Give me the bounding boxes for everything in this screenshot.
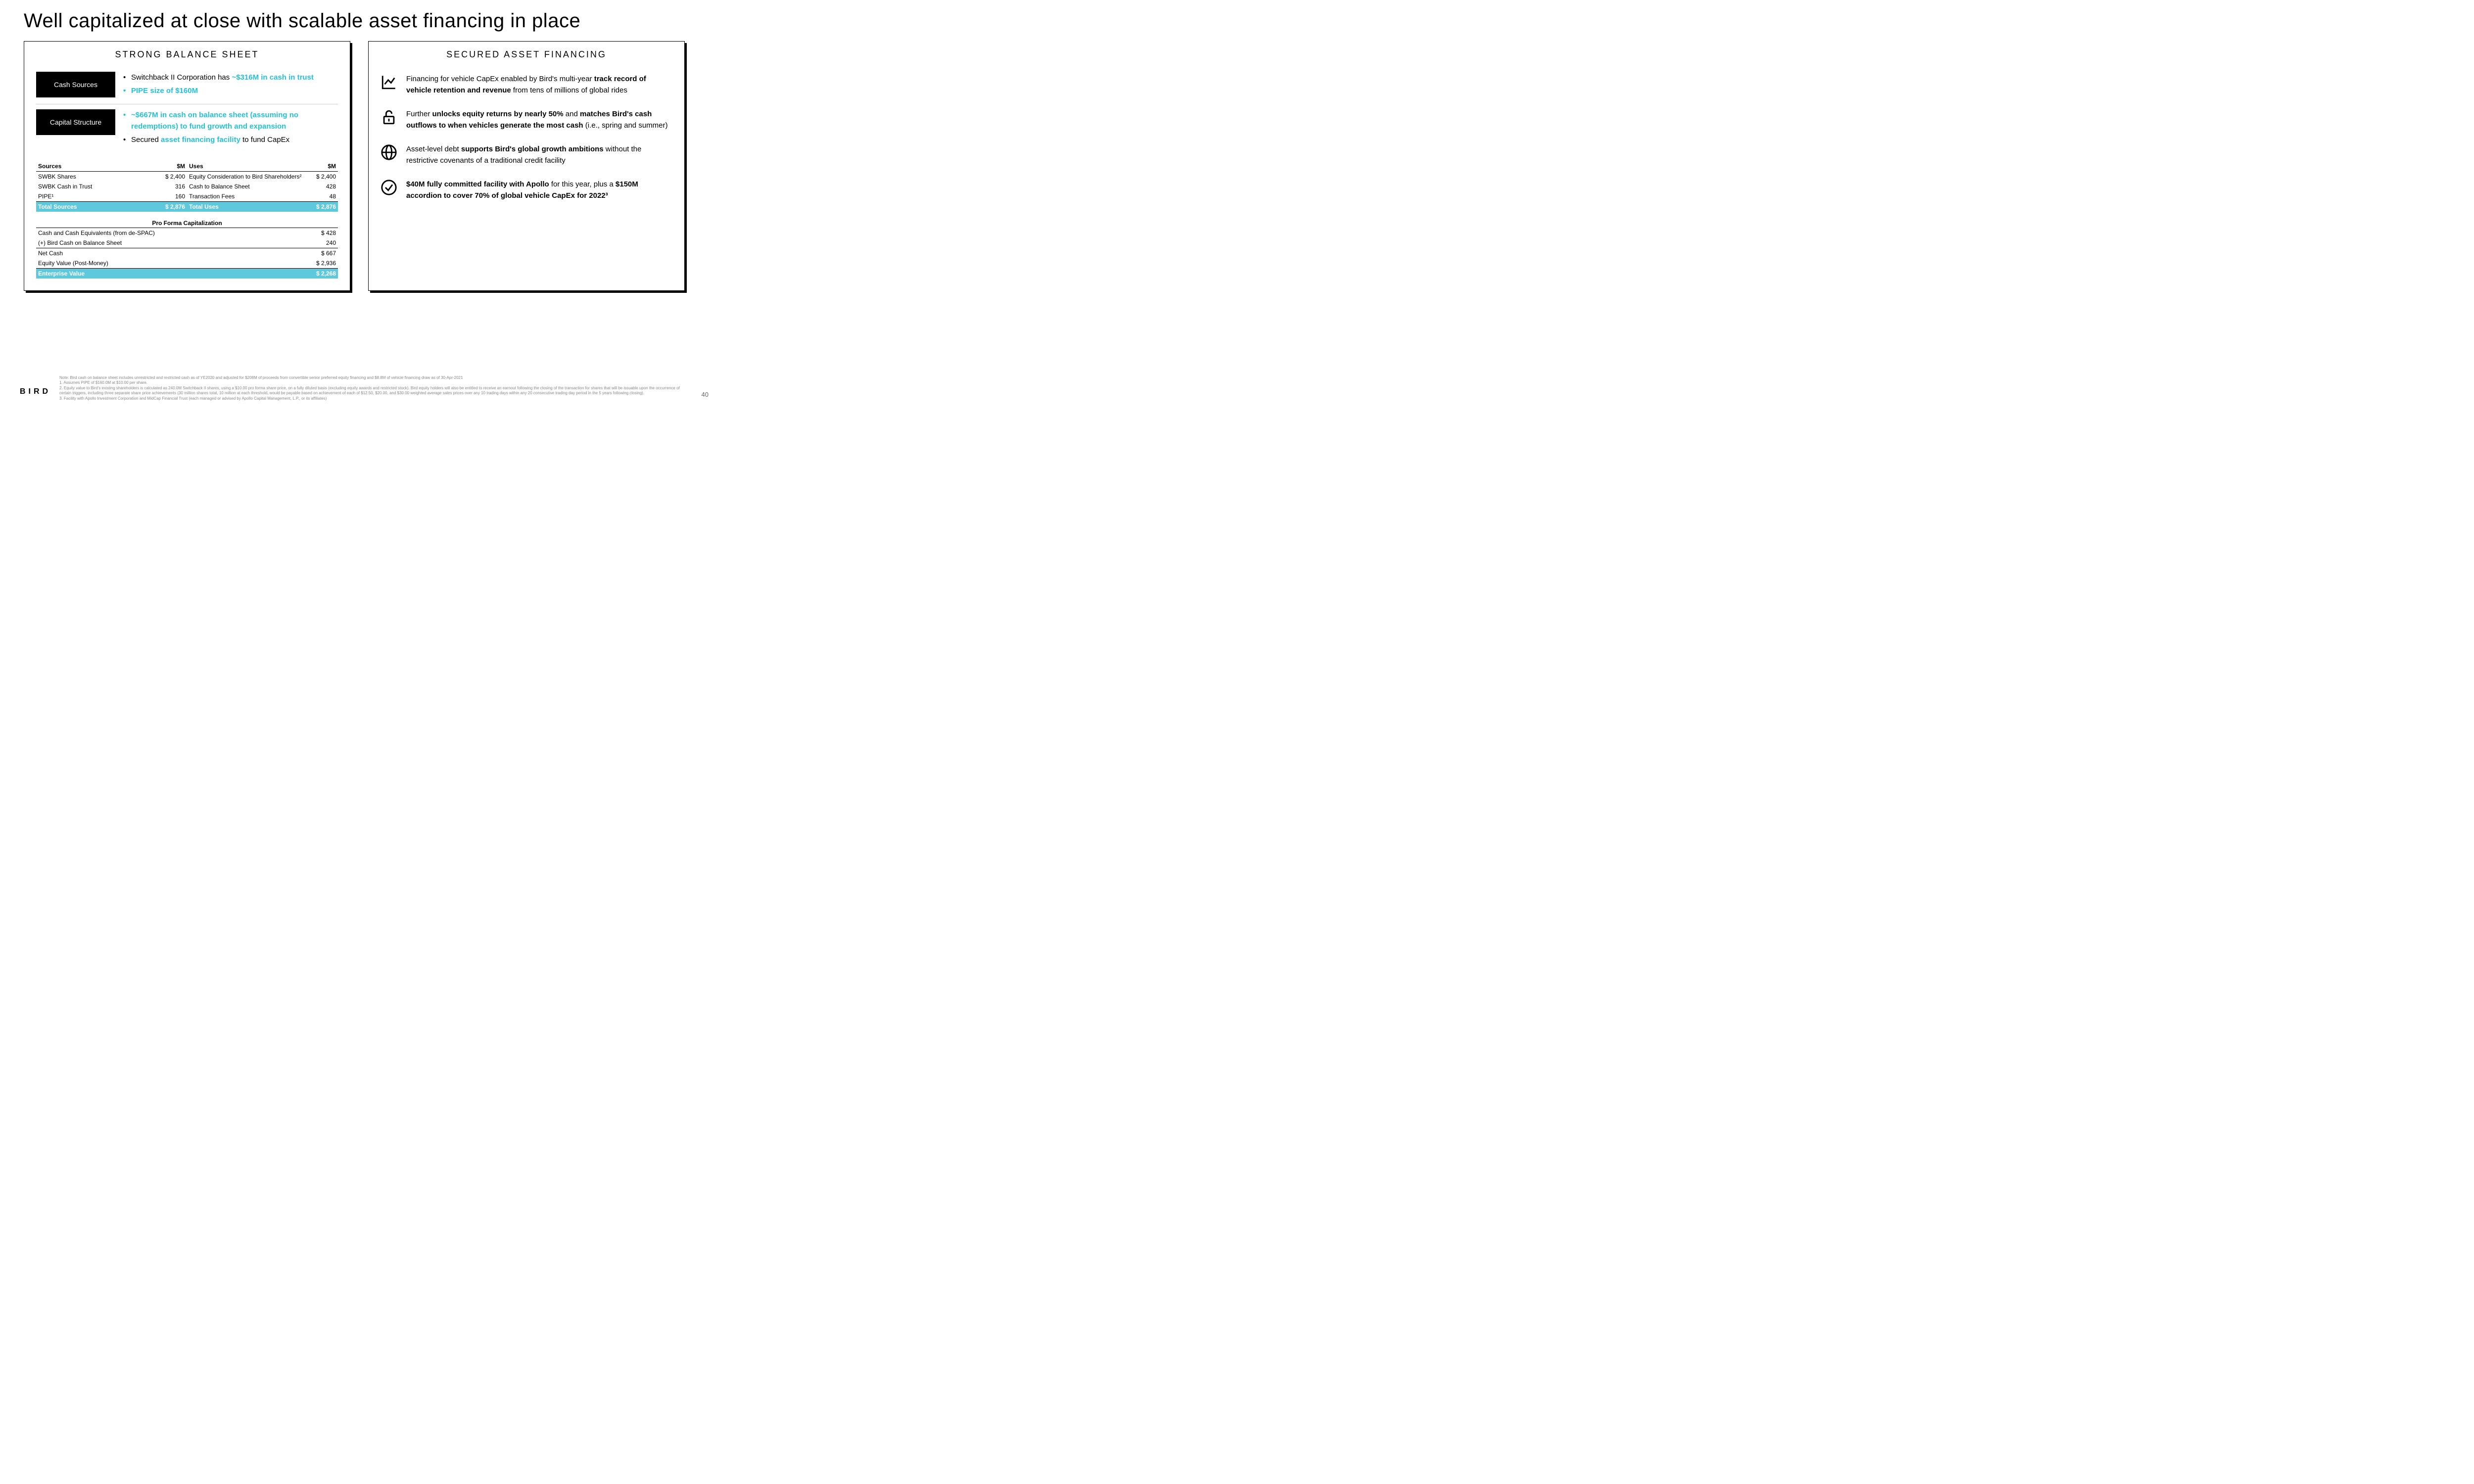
panel-asset-financing: SECURED ASSET FINANCING Financing for ve… [368,41,685,291]
table-row: SWBK Shares$ 2,400 [36,172,187,182]
uses-table: Uses $M Equity Consideration to Bird Sha… [187,161,338,212]
feature-text: $40M fully committed facility with Apoll… [406,179,672,201]
th-uses: Uses [187,161,312,172]
cap-table: Cash and Cash Equivalents (from de-SPAC)… [36,228,338,278]
globe-icon [381,144,397,163]
table-row: Net Cash$ 667 [36,248,338,259]
bullet-item: ~$667M in cash on balance sheet (assumin… [123,109,338,133]
bullet-item: Secured asset financing facility to fund… [123,134,338,145]
block-tag: Cash Sources [36,72,115,97]
unlock-icon [381,109,397,128]
page-number: 40 [702,391,709,398]
feature-item: Financing for vehicle CapEx enabled by B… [381,74,672,96]
table-row: Equity Consideration to Bird Shareholder… [187,172,338,182]
feature-text: Further unlocks equity returns by nearly… [406,109,672,131]
th-uses-unit: $M [312,161,338,172]
table-total-row: Total Uses$ 2,876 [187,202,338,212]
table-row: Cash and Cash Equivalents (from de-SPAC)… [36,228,338,238]
table-row: Transaction Fees48 [187,191,338,202]
th-sources: Sources [36,161,143,172]
brand-logo: BIRD [20,387,51,396]
table-row: Equity Value (Post-Money)$ 2,936 [36,258,338,269]
panel-balance-sheet: STRONG BALANCE SHEET Cash Sources Switchb… [24,41,350,291]
feature-item: Asset-level debt supports Bird's global … [381,144,672,166]
th-sources-unit: $M [143,161,187,172]
block-tag: Capital Structure [36,109,115,135]
left-panel-heading: STRONG BALANCE SHEET [36,49,338,60]
footnotes: Note: Bird cash on balance sheet include… [59,375,686,401]
table-row: Cash to Balance Sheet428 [187,182,338,191]
feature-item: $40M fully committed facility with Apoll… [381,179,672,201]
right-panel-heading: SECURED ASSET FINANCING [381,49,672,60]
feature-text: Financing for vehicle CapEx enabled by B… [406,74,672,96]
feature-item: Further unlocks equity returns by nearly… [381,109,672,131]
page-title: Well capitalized at close with scalable … [24,10,702,32]
chart-icon [381,74,397,93]
bullet-item: PIPE size of $160M [123,85,338,96]
table-row: SWBK Cash in Trust316 [36,182,187,191]
table-total-row: Enterprise Value$ 2,268 [36,269,338,279]
table-row: (+) Bird Cash on Balance Sheet240 [36,238,338,248]
bullet-item: Switchback II Corporation has ~$316M in … [123,72,338,83]
table-row: PIPE¹160 [36,191,187,202]
cap-heading: Pro Forma Capitalization [36,220,338,228]
check-icon [381,179,397,198]
feature-text: Asset-level debt supports Bird's global … [406,144,672,166]
sources-table: Sources $M SWBK Shares$ 2,400SWBK Cash i… [36,161,187,212]
table-total-row: Total Sources$ 2,876 [36,202,187,212]
